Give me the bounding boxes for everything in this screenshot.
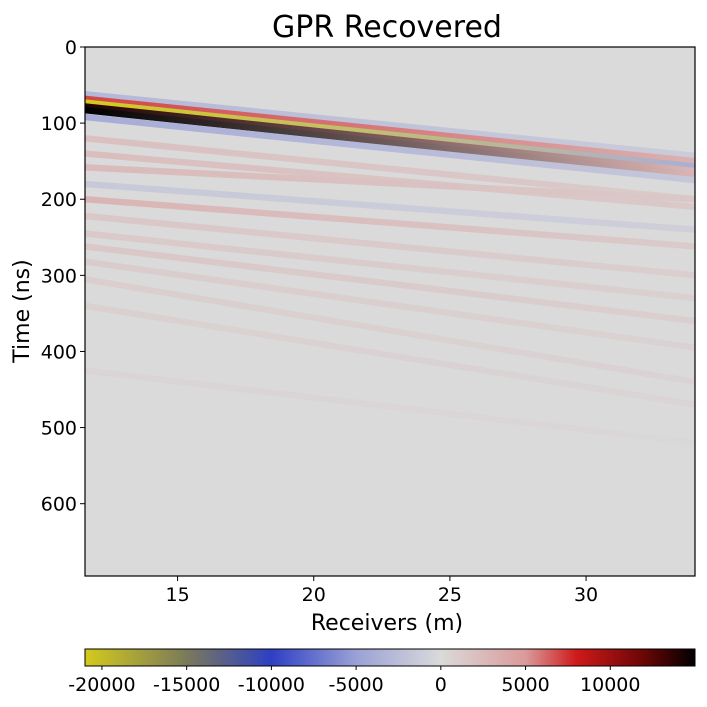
y-tick-label: 600 — [41, 494, 77, 516]
reflection-event — [85, 367, 695, 446]
plot-frame — [84, 46, 696, 577]
y-axis-label: Time (ns) — [10, 259, 35, 363]
reflection-event — [85, 107, 695, 179]
y-axis-ticks: 0 100 200 300 400 500 600 — [41, 37, 85, 516]
heatmap-image — [85, 47, 695, 576]
chart-title: GPR Recovered — [272, 10, 502, 45]
reflection-event — [85, 302, 695, 408]
y-tick-label: 300 — [41, 265, 77, 287]
reflection-event — [85, 113, 695, 184]
y-tick-label: 100 — [41, 113, 77, 135]
reflection-event — [85, 91, 695, 159]
x-tick-label: 20 — [302, 584, 326, 606]
y-tick-label: 500 — [41, 418, 77, 440]
colorbar — [84, 648, 696, 667]
y-tick-label: 200 — [41, 189, 77, 211]
colorbar-tick-label: -5000 — [329, 674, 384, 696]
reflection-event — [85, 135, 695, 203]
colorbar-tick-label: 0 — [435, 674, 447, 696]
reflection-event — [85, 258, 695, 351]
y-tick-label: 0 — [65, 37, 77, 59]
colorbar-tick-label: -20000 — [68, 674, 135, 696]
reflection-event — [85, 212, 695, 279]
x-axis-label: Receivers (m) — [311, 611, 463, 636]
reflection-event — [85, 230, 695, 302]
reflection-event — [85, 243, 695, 325]
x-tick-label: 30 — [574, 584, 598, 606]
reflection-event — [85, 95, 695, 165]
reflection-event — [85, 276, 695, 386]
colorbar-tick-label: -15000 — [153, 674, 220, 696]
reflection-event — [85, 164, 695, 203]
reflection-event — [85, 196, 695, 250]
x-tick-label: 25 — [438, 584, 462, 606]
colorbar-tick-label: -10000 — [238, 674, 305, 696]
colorbar-tick-label: 10000 — [580, 674, 640, 696]
y-tick-label: 400 — [41, 341, 77, 363]
x-axis-ticks: 15 20 25 30 — [165, 576, 598, 606]
x-tick-label: 15 — [165, 584, 189, 606]
colorbar-ticks: -20000 -15000 -10000 -5000 0 5000 10000 — [68, 666, 641, 696]
colorbar-tick-label: 5000 — [501, 674, 549, 696]
reflection-event — [85, 180, 695, 233]
